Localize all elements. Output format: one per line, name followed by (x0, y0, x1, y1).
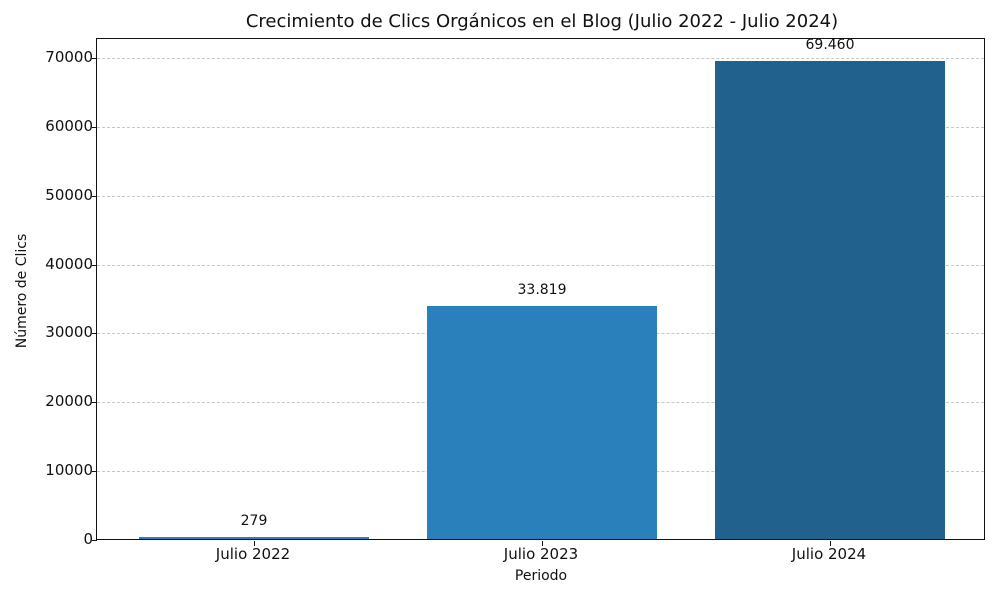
value-label: 69.460 (805, 36, 855, 53)
x-tick (542, 541, 543, 546)
y-tick-label: 50000 (45, 185, 93, 204)
y-tick (92, 402, 97, 404)
bar (139, 537, 369, 539)
x-tick-label: Julio 2022 (215, 545, 291, 563)
y-tick-label: 70000 (45, 48, 93, 66)
plot-area: 279 33.819 69.460 (92, 36, 985, 546)
y-tick-label: 10000 (45, 461, 93, 480)
y-tick-label: 30000 (45, 323, 93, 342)
x-tick-label: Julio 2024 (791, 545, 867, 563)
y-tick (92, 58, 97, 59)
bar (715, 60, 945, 539)
y-tick-label: 20000 (45, 392, 93, 411)
gridline (97, 195, 984, 197)
x-tick (254, 541, 255, 546)
y-axis-title: Número de Clics (14, 233, 30, 349)
y-tick (92, 471, 97, 473)
bar (427, 306, 657, 539)
gridline (97, 264, 984, 266)
chart-title: Crecimiento de Clics Orgánicos en el Blo… (245, 11, 839, 32)
x-tick (830, 541, 831, 546)
y-tick-label: 60000 (45, 116, 93, 135)
y-tick (92, 333, 97, 335)
x-tick-label: Julio 2023 (503, 545, 579, 563)
y-tick-label: 0 (83, 530, 93, 548)
y-tick (92, 126, 97, 128)
y-tick (92, 540, 97, 541)
gridline (97, 126, 984, 128)
value-label: 33.819 (517, 282, 567, 299)
y-tick-label: 40000 (45, 254, 93, 273)
gridline (97, 58, 984, 59)
y-tick (92, 264, 97, 266)
value-label: 279 (240, 513, 268, 529)
y-tick (92, 195, 97, 197)
x-axis-title: Periodo (514, 568, 568, 584)
